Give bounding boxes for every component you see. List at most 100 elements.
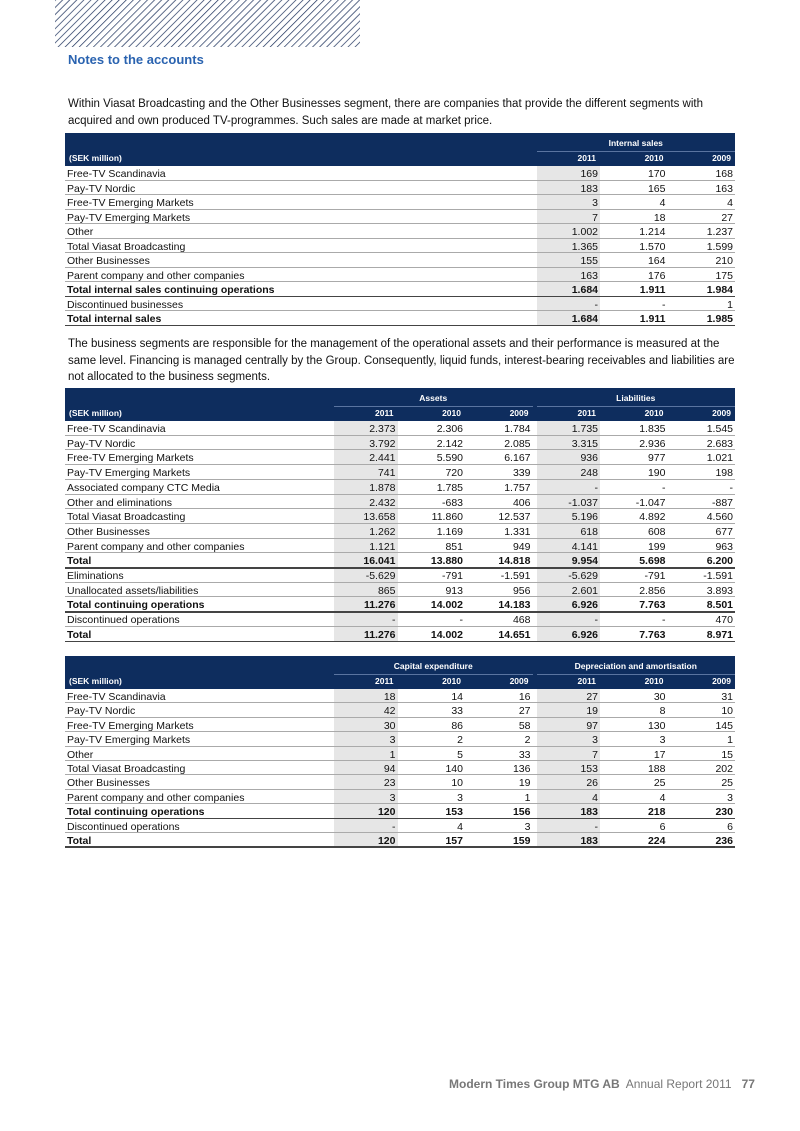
cell-value: -	[662, 298, 666, 311]
cell-value: 913	[445, 584, 463, 597]
cell-value: 1.684	[571, 313, 598, 325]
cell-value: 2	[457, 734, 463, 747]
row-rule	[65, 846, 735, 848]
cell-value: 168	[715, 168, 733, 180]
cell-value: 7.763	[639, 599, 666, 612]
row-rule	[65, 179, 735, 181]
cell-value: -1.047	[635, 496, 666, 509]
row-rule	[65, 702, 735, 704]
table-header	[65, 656, 735, 689]
row-rule	[65, 625, 735, 627]
row-label: Total Viasat Broadcasting	[67, 763, 186, 775]
cell-value: 33	[451, 705, 463, 718]
cell-value: 230	[715, 806, 733, 819]
row-label: Total	[67, 555, 92, 568]
cell-value: 4	[659, 197, 666, 209]
year-header: 2009	[712, 153, 731, 163]
cell-value: -	[662, 481, 666, 494]
cell-value: 3.893	[706, 584, 733, 597]
cell-value: 2.373	[369, 423, 396, 435]
row-rule	[65, 817, 735, 820]
cell-value: 4	[659, 791, 666, 804]
row-label: Total continuing operations	[67, 599, 205, 612]
cell-value: 25	[653, 777, 666, 790]
cell-value: 183	[580, 806, 598, 819]
row-label: Free-TV Emerging Markets	[67, 197, 194, 209]
cell-value: 18	[383, 691, 396, 703]
cell-value: 1.911	[639, 313, 666, 325]
year-header: 2009	[712, 408, 731, 418]
cell-value: 18	[653, 211, 666, 224]
row-label: Free-TV Scandinavia	[67, 691, 166, 703]
cell-value: 9.954	[571, 555, 598, 568]
cell-value: 3	[457, 791, 463, 804]
cell-value: 156	[512, 806, 531, 819]
cell-value: 1.878	[369, 481, 396, 494]
cell-value: 6.926	[571, 599, 598, 612]
cell-value: 170	[647, 168, 666, 180]
cell-value: 16	[518, 691, 531, 703]
cell-value: 5.590	[436, 452, 463, 465]
row-label: Parent company and other companies	[67, 269, 245, 282]
cell-value: 1.169	[436, 525, 463, 538]
cell-value: 236	[715, 835, 733, 847]
cell-value: 956	[512, 584, 531, 597]
row-rule	[65, 295, 735, 297]
paragraph: The business segments are responsible fo…	[68, 338, 735, 383]
row-label: Other Businesses	[67, 777, 150, 790]
cell-value: 1	[727, 734, 733, 747]
row-rule	[65, 493, 735, 495]
year-header: 2010	[644, 408, 664, 418]
cell-value: 3	[524, 820, 531, 833]
cell-value: 140	[445, 763, 463, 775]
year-header: 2011	[577, 676, 596, 686]
row-label: Total continuing operations	[67, 806, 205, 819]
cell-value: 1.984	[706, 284, 733, 296]
cell-value: 3.792	[369, 437, 396, 450]
cell-value: -683	[441, 496, 463, 509]
row-rule	[65, 324, 735, 326]
year-header: 2011	[577, 153, 596, 163]
row-rule	[65, 611, 735, 613]
row-label: Pay-TV Nordic	[67, 705, 136, 718]
year-header: 2010	[644, 153, 664, 163]
cell-value: 14.183	[498, 599, 531, 612]
cell-value: 608	[647, 525, 666, 538]
cell-value: 58	[518, 719, 531, 732]
cell-value: 1.599	[706, 240, 733, 253]
cell-value: 1.835	[639, 423, 666, 435]
row-label: Unallocated assets/liabilities	[67, 584, 199, 597]
row-label: Total internal sales	[67, 313, 162, 325]
cell-value: 3	[592, 734, 598, 747]
cell-value: 25	[721, 777, 733, 790]
cell-value: 936	[580, 452, 598, 465]
row-label: Other	[67, 226, 94, 238]
cell-value: 33	[518, 748, 531, 761]
cell-value: 6	[659, 820, 666, 833]
group-header: Liabilities	[536, 392, 735, 407]
cell-value: 2.936	[639, 437, 666, 450]
row-rule	[65, 581, 735, 583]
row-label: Discontinued operations	[67, 614, 180, 627]
cell-value: 1.570	[639, 240, 666, 253]
cell-value: 1.785	[436, 481, 463, 494]
row-rule	[65, 537, 735, 539]
cell-value: -	[459, 614, 464, 627]
cell-value: 3	[592, 197, 598, 209]
row-label: Free-TV Scandinavia	[67, 168, 166, 180]
row-label: Total	[67, 835, 92, 847]
cell-value: 198	[715, 467, 733, 480]
cell-value: 16.041	[363, 555, 396, 568]
column-shade	[334, 689, 398, 848]
row-rule	[65, 803, 735, 804]
row-label: Pay-TV Emerging Markets	[67, 211, 191, 224]
cell-value: 1.237	[706, 226, 733, 238]
cell-value: 977	[647, 452, 666, 465]
cell-value: -	[594, 481, 599, 494]
cell-value: 14.651	[498, 628, 531, 641]
cell-value: 153	[445, 806, 463, 819]
cell-value: 1.365	[571, 240, 598, 253]
cell-value: 17	[653, 748, 666, 761]
cell-value: 94	[383, 763, 396, 775]
row-label: Free-TV Emerging Markets	[67, 719, 194, 732]
